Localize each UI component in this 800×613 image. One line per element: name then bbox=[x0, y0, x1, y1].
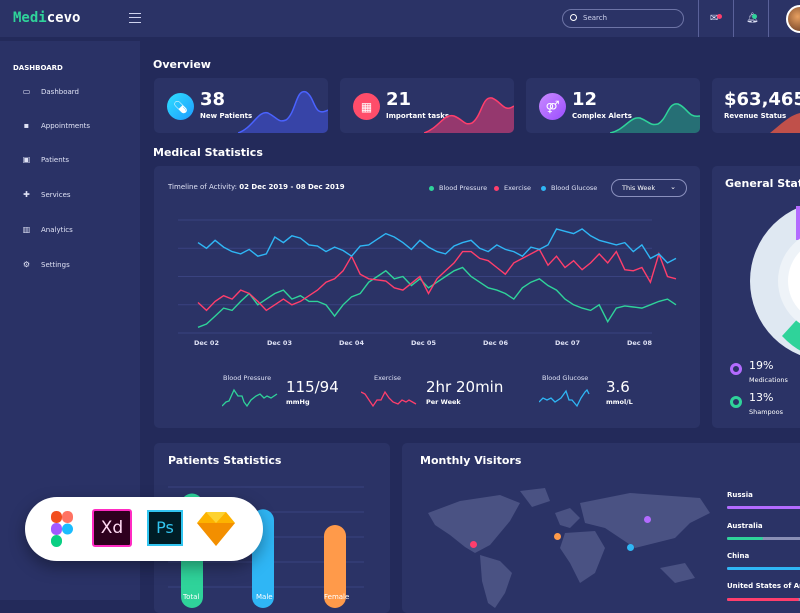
boxes-icon: ▦ bbox=[353, 93, 380, 120]
sidebar-item-dashboard[interactable]: ▭ Dashboard bbox=[22, 87, 79, 97]
divider bbox=[768, 0, 769, 37]
series-line-blood-pressure bbox=[197, 266, 677, 328]
donut-chart bbox=[750, 206, 800, 356]
sidebar-item-analytics[interactable]: ▥ Analytics bbox=[22, 225, 73, 235]
x-tick: Dec 05 bbox=[411, 339, 436, 347]
avatar[interactable] bbox=[786, 5, 800, 33]
sparkline-revenue bbox=[770, 113, 800, 133]
map-pin-europe[interactable] bbox=[554, 533, 561, 540]
country-bar-track bbox=[727, 537, 800, 540]
search-input[interactable]: Search bbox=[562, 9, 684, 28]
mini-sparkline-exercise bbox=[361, 390, 417, 408]
pill-icon: 💊︎ bbox=[167, 93, 194, 120]
menu-icon[interactable] bbox=[129, 13, 141, 23]
sidebar-item-services[interactable]: ✚ Services bbox=[23, 190, 71, 200]
map-pin-russia[interactable] bbox=[644, 516, 651, 523]
summary-title: Blood Glucose bbox=[542, 374, 589, 382]
patients-icon: ▣ bbox=[22, 155, 31, 164]
mini-sparkline-blood-glucose bbox=[539, 388, 590, 408]
photoshop-logo-icon: Ps bbox=[147, 510, 183, 546]
x-tick: Dec 06 bbox=[483, 339, 508, 347]
map-pin-china[interactable] bbox=[627, 544, 634, 551]
xd-logo-icon: Xd bbox=[92, 509, 132, 547]
sidebar-item-appointments[interactable]: ▪ Appointments bbox=[23, 121, 91, 131]
x-tick: Dec 07 bbox=[555, 339, 580, 347]
overview-title: Overview bbox=[153, 58, 211, 71]
summary-value: 2hr 20min bbox=[426, 378, 504, 396]
chevron-down-icon: ⌄ bbox=[670, 183, 676, 191]
tools-badge: Xd Ps bbox=[25, 497, 263, 561]
analytics-icon: ▥ bbox=[22, 225, 31, 234]
patients-statistics-title: Patients Statistics bbox=[168, 454, 282, 467]
stat-card-new-patients[interactable]: 💊︎ 38 New Patients bbox=[154, 78, 328, 133]
logo[interactable]: Medicevo bbox=[13, 10, 81, 26]
period-dropdown[interactable]: This Week ⌄ bbox=[611, 179, 687, 197]
x-tick: Dec 04 bbox=[339, 339, 364, 347]
country-bar-fill bbox=[727, 506, 800, 509]
country-label: Australia bbox=[727, 522, 763, 530]
x-tick: Dec 02 bbox=[194, 339, 219, 347]
monthly-visitors-title: Monthly Visitors bbox=[420, 454, 522, 467]
search-icon bbox=[570, 14, 577, 21]
line-chart bbox=[178, 219, 677, 334]
series-line-blood-glucose bbox=[197, 228, 677, 264]
divider bbox=[698, 0, 699, 37]
shampoos-ring-icon bbox=[730, 396, 742, 408]
summary-value: 3.6 bbox=[606, 378, 630, 396]
general-statistics-card: General Statistics 19% Medications 13% S… bbox=[712, 166, 800, 428]
sidebar-item-patients[interactable]: ▣ Patients bbox=[22, 155, 70, 165]
map-pin-usa[interactable] bbox=[470, 541, 477, 548]
mini-sparkline-blood-pressure bbox=[222, 388, 278, 408]
x-tick: Dec 03 bbox=[267, 339, 292, 347]
sparkline-complex-alerts bbox=[610, 103, 700, 133]
stat-card-complex-alerts[interactable]: ⚤ 12 Complex Alerts bbox=[526, 78, 700, 133]
top-bar: Medicevo Search ✉ 🔔︎ bbox=[0, 0, 800, 37]
monthly-visitors-card: Monthly Visitors Russia Australia China … bbox=[402, 443, 800, 613]
country-bar-fill bbox=[727, 567, 800, 570]
x-tick: Dec 08 bbox=[627, 339, 652, 347]
stat-card-important-tasks[interactable]: ▦ 21 Important tasks bbox=[340, 78, 514, 133]
timeline-label: Timeline of Activity: 02 Dec 2019 - 08 D… bbox=[168, 183, 345, 191]
sparkline-important-tasks bbox=[424, 97, 514, 133]
medical-statistics-card: Timeline of Activity: 02 Dec 2019 - 08 D… bbox=[154, 166, 700, 428]
services-icon: ✚ bbox=[23, 190, 30, 199]
series-line-exercise bbox=[197, 248, 677, 312]
medical-statistics-title: Medical Statistics bbox=[153, 146, 263, 159]
summary-title: Blood Pressure bbox=[223, 374, 272, 382]
bar-female[interactable] bbox=[324, 525, 346, 608]
mail-badge bbox=[717, 14, 722, 19]
sparkline-new-patients bbox=[238, 91, 328, 133]
sidebar-item-settings[interactable]: ⚙ Settings bbox=[22, 260, 70, 270]
legend-exercise[interactable]: Exercise bbox=[494, 184, 531, 192]
figma-logo-icon bbox=[51, 511, 73, 547]
country-label: Russia bbox=[727, 491, 753, 499]
country-label: China bbox=[727, 552, 750, 560]
bell-badge bbox=[752, 14, 757, 19]
summary-title: Exercise bbox=[374, 374, 402, 382]
legend-blood-glucose[interactable]: Blood Glucose bbox=[541, 184, 597, 192]
sketch-logo-icon bbox=[197, 512, 235, 546]
world-map bbox=[428, 488, 710, 608]
bar-label: Female bbox=[324, 593, 350, 601]
calendar-icon: ▪ bbox=[23, 121, 30, 130]
gender-icon: ⚤ bbox=[539, 93, 566, 120]
country-bar-fill bbox=[727, 537, 763, 540]
summary-value: 115/94 bbox=[286, 378, 339, 396]
sidebar-heading: DASHBOARD bbox=[13, 64, 63, 72]
gear-icon: ⚙ bbox=[22, 260, 31, 269]
stat-card-revenue[interactable]: $63,465 Revenue Status bbox=[712, 78, 800, 133]
bar-label: Total bbox=[183, 593, 200, 601]
mail-icon[interactable]: ✉ bbox=[710, 13, 719, 24]
medications-ring-icon bbox=[730, 363, 742, 375]
monitor-icon: ▭ bbox=[22, 87, 31, 96]
bar-label: Male bbox=[256, 593, 273, 601]
general-statistics-title: General Statistics bbox=[725, 177, 800, 190]
divider bbox=[733, 0, 734, 37]
country-label: United States of America bbox=[727, 582, 800, 590]
legend-blood-pressure[interactable]: Blood Pressure bbox=[429, 184, 487, 192]
